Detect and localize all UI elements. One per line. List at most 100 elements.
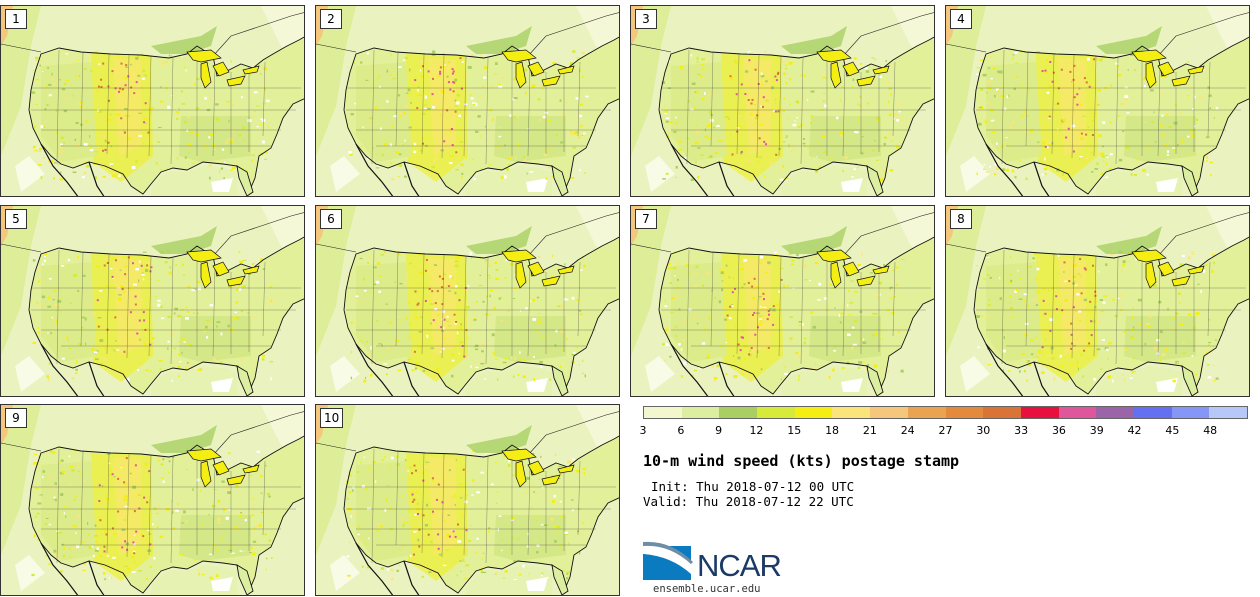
wind-max-speckle [434,302,437,305]
wind-speckle [815,168,818,170]
wind-speckle [408,262,413,265]
wind-speckle [142,69,145,72]
state-boundary [371,448,375,564]
wind-speckle [883,142,886,146]
wind-speckle [52,486,56,489]
wind-speckle [497,289,499,292]
wind-speckle [1002,144,1004,147]
wind-speckle [1154,141,1157,143]
wind-speckle [32,69,35,71]
state-boundary [686,49,690,165]
wind-speckle [462,558,465,562]
wind-speckle [1023,293,1028,296]
wind-speckle [764,93,766,96]
wind-speckle [741,286,744,289]
wind-speckle [540,455,542,458]
wind-speckle [407,301,410,305]
wind-speckle [1195,373,1198,376]
wind-speckle [36,539,40,541]
wind-speckle [490,86,494,88]
wind-speckle [579,169,582,171]
state-boundary [710,51,714,147]
great-lake [816,249,852,263]
wind-speckle [39,147,42,151]
wind-max-speckle [1084,268,1087,271]
plains-wind-core [113,258,141,356]
wind-speckle [449,162,453,165]
wind-speckle [1164,348,1169,351]
wind-speckle [1179,263,1184,266]
wind-speckle [95,350,99,353]
wind-max-speckle [427,70,430,73]
wind-speckle [671,297,675,300]
wind-speckle [778,147,781,150]
state-boundary [421,253,425,355]
wind-speckle [417,538,420,542]
wind-speckle [680,348,683,351]
wind-speckle [47,83,52,86]
wind-speckle [386,100,389,103]
wind-speckle [347,574,351,577]
wind-speckle [1153,84,1157,86]
wind-speckle [174,312,176,315]
wind-speckle [896,283,898,286]
wind-speckle [1191,134,1195,138]
wind-max-speckle [1051,80,1054,83]
wind-speckle [89,135,91,138]
wind-speckle [482,571,487,574]
wind-speckle [74,138,77,141]
wind-speckle [168,471,170,474]
wind-speckle [1215,106,1219,110]
wind-speckle [495,268,499,271]
wind-speckle [171,333,174,336]
site-url[interactable]: ensemble.ucar.edu [653,583,761,595]
wind-speckle [743,283,746,286]
wind-speckle [512,375,515,378]
state-boundary [1025,51,1029,147]
wind-speckle [218,170,221,174]
wind-speckle [1186,61,1190,63]
wind-speckle [484,262,487,264]
wind-speckle [1120,294,1124,297]
gulf-calm-patch [526,378,548,392]
wind-speckle [1073,280,1076,283]
wind-speckle [385,303,388,305]
wind-speckle [473,346,475,348]
wind-speckle [531,298,536,302]
wind-max-speckle [747,99,750,101]
wind-max-speckle [413,350,416,353]
wind-speckle [158,126,162,129]
wind-speckle [185,468,189,471]
wind-speckle [266,492,270,496]
wind-speckle [97,109,100,112]
colorbar-swatch [757,407,795,418]
wind-speckle [128,115,130,118]
wind-speckle [544,350,547,352]
wind-speckle [691,82,696,85]
wind-speckle [668,266,671,270]
wind-speckle [778,290,781,293]
wind-speckle [1025,322,1029,325]
wind-speckle [395,455,399,458]
wind-max-speckle [754,333,757,336]
wind-speckle [81,459,83,462]
wind-speckle [872,312,876,315]
wind-speckle [54,161,56,164]
wind-speckle [528,573,530,575]
wind-speckle [1087,53,1090,55]
wind-speckle [867,102,870,105]
wind-speckle [786,117,791,120]
state-boundary [1115,257,1119,365]
wind-speckle [714,376,718,380]
wind-speckle [585,95,589,98]
wind-max-speckle [114,316,117,319]
wind-speckle [1106,155,1108,157]
wind-speckle [249,516,251,519]
wind-speckle [1062,311,1064,314]
pacific-calm-patch [330,555,360,591]
wind-speckle [48,523,51,526]
wind-max-speckle [463,355,466,358]
wind-speckle [407,470,410,472]
wind-speckle [1191,108,1194,110]
wind-speckle [439,171,442,173]
